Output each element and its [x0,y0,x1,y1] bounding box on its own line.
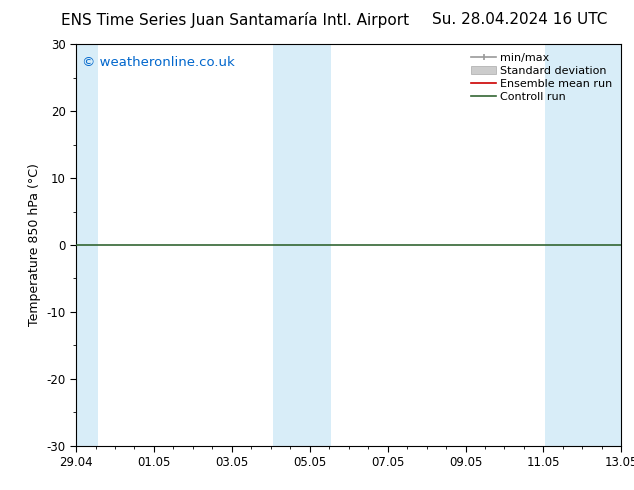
Text: Su. 28.04.2024 16 UTC: Su. 28.04.2024 16 UTC [432,12,607,27]
Legend: min/max, Standard deviation, Ensemble mean run, Controll run: min/max, Standard deviation, Ensemble me… [468,49,616,105]
Bar [273,44,331,446]
Y-axis label: Temperature 850 hPa (°C): Temperature 850 hPa (°C) [28,164,41,326]
Bar [76,44,98,446]
Text: © weatheronline.co.uk: © weatheronline.co.uk [82,56,235,69]
Text: ENS Time Series Juan Santamaría Intl. Airport: ENS Time Series Juan Santamaría Intl. Ai… [60,12,409,28]
Bar [545,44,621,446]
